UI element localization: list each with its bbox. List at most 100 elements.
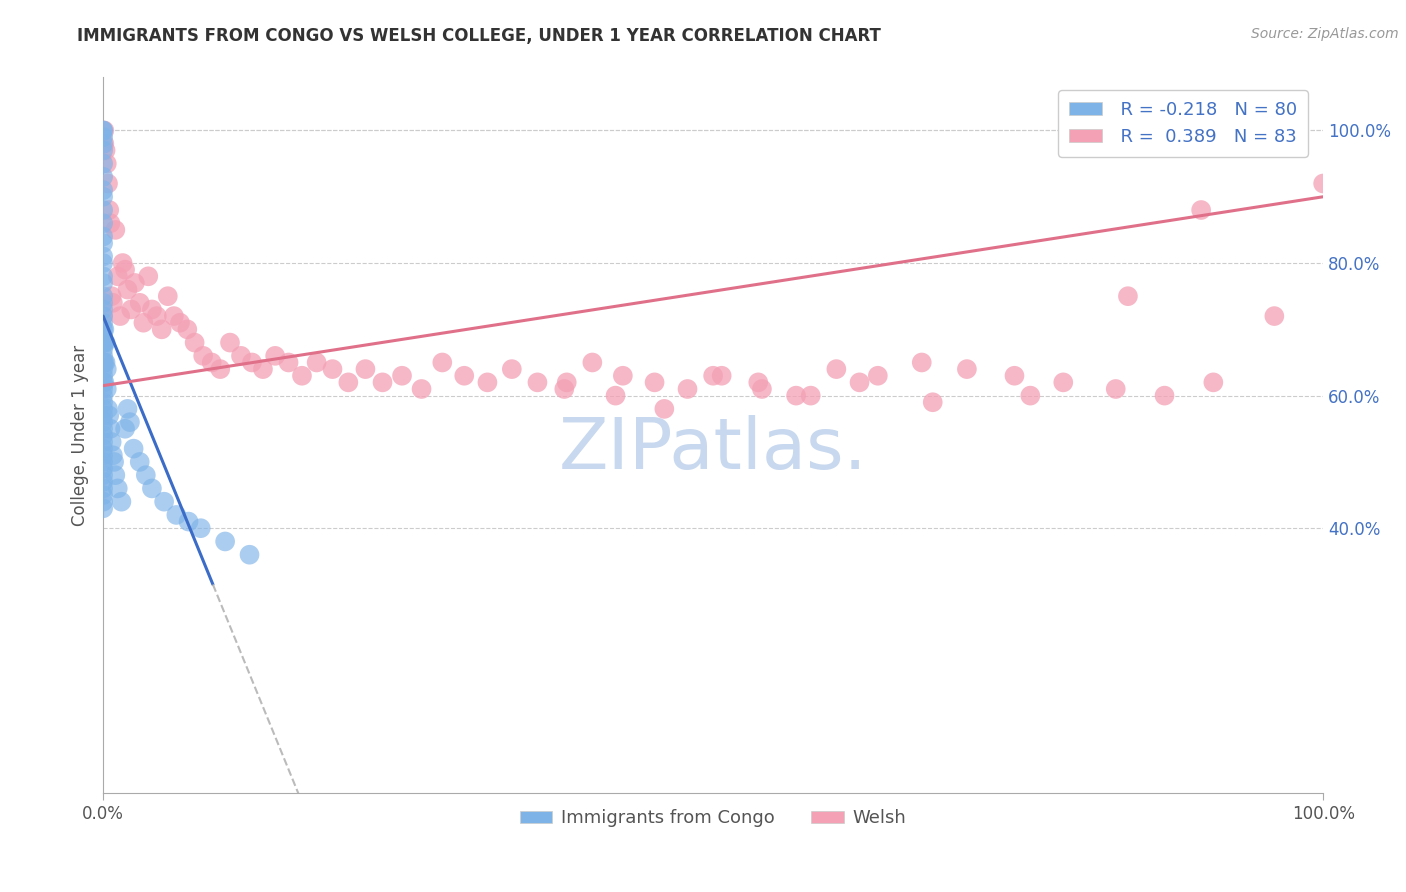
Point	[291, 368, 314, 383]
Point	[91, 202, 114, 217]
Point	[1263, 309, 1285, 323]
Point	[114, 422, 136, 436]
Point	[91, 422, 114, 436]
Point	[101, 295, 124, 310]
Point	[91, 229, 114, 244]
Point	[252, 362, 274, 376]
Point	[240, 355, 263, 369]
Point	[1052, 376, 1074, 390]
Point	[150, 322, 173, 336]
Point	[146, 309, 169, 323]
Point	[91, 335, 114, 350]
Point	[120, 302, 142, 317]
Point	[553, 382, 575, 396]
Point	[91, 123, 114, 137]
Point	[911, 355, 934, 369]
Point	[93, 355, 115, 369]
Point	[432, 355, 454, 369]
Point	[785, 389, 807, 403]
Point	[1312, 177, 1334, 191]
Point	[354, 362, 377, 376]
Point	[91, 415, 114, 429]
Point	[866, 368, 889, 383]
Point	[91, 276, 114, 290]
Point	[128, 455, 150, 469]
Point	[141, 482, 163, 496]
Point	[100, 289, 122, 303]
Point	[91, 289, 114, 303]
Point	[104, 223, 127, 237]
Point	[391, 368, 413, 383]
Point	[96, 382, 118, 396]
Point	[676, 382, 699, 396]
Point	[91, 488, 114, 502]
Point	[956, 362, 979, 376]
Point	[238, 548, 260, 562]
Point	[193, 349, 215, 363]
Point	[91, 461, 114, 475]
Point	[128, 295, 150, 310]
Point	[111, 256, 134, 270]
Point	[91, 343, 114, 357]
Point	[501, 362, 523, 376]
Text: Source: ZipAtlas.com: Source: ZipAtlas.com	[1251, 27, 1399, 41]
Point	[91, 442, 114, 456]
Point	[93, 123, 115, 137]
Point	[612, 368, 634, 383]
Point	[371, 376, 394, 390]
Point	[93, 335, 115, 350]
Point	[751, 382, 773, 396]
Text: IMMIGRANTS FROM CONGO VS WELSH COLLEGE, UNDER 1 YEAR CORRELATION CHART: IMMIGRANTS FROM CONGO VS WELSH COLLEGE, …	[77, 27, 882, 45]
Point	[156, 289, 179, 303]
Point	[91, 335, 114, 350]
Point	[91, 435, 114, 450]
Point	[229, 349, 252, 363]
Point	[800, 389, 823, 403]
Point	[219, 335, 242, 350]
Point	[91, 482, 114, 496]
Point	[91, 382, 114, 396]
Point	[91, 123, 114, 137]
Point	[91, 409, 114, 423]
Y-axis label: College, Under 1 year: College, Under 1 year	[72, 345, 89, 526]
Point	[107, 482, 129, 496]
Point	[91, 256, 114, 270]
Point	[100, 422, 122, 436]
Point	[91, 501, 114, 516]
Point	[214, 534, 236, 549]
Point	[1202, 376, 1225, 390]
Point	[201, 355, 224, 369]
Point	[98, 202, 121, 217]
Point	[264, 349, 287, 363]
Point	[118, 415, 141, 429]
Point	[1004, 368, 1026, 383]
Point	[1105, 382, 1128, 396]
Point	[94, 144, 117, 158]
Point	[153, 494, 176, 508]
Point	[1116, 289, 1139, 303]
Point	[91, 309, 114, 323]
Point	[98, 409, 121, 423]
Point	[91, 130, 114, 145]
Point	[581, 355, 603, 369]
Point	[122, 442, 145, 456]
Point	[921, 395, 943, 409]
Point	[94, 355, 117, 369]
Point	[93, 136, 115, 151]
Point	[91, 316, 114, 330]
Text: ZIPatlas.: ZIPatlas.	[558, 415, 868, 484]
Point	[91, 216, 114, 230]
Point	[91, 144, 114, 158]
Point	[103, 455, 125, 469]
Point	[91, 401, 114, 416]
Point	[93, 322, 115, 336]
Point	[477, 376, 499, 390]
Point	[91, 389, 114, 403]
Point	[176, 322, 198, 336]
Point	[163, 309, 186, 323]
Point	[91, 355, 114, 369]
Point	[605, 389, 627, 403]
Point	[411, 382, 433, 396]
Point	[91, 448, 114, 462]
Point	[453, 368, 475, 383]
